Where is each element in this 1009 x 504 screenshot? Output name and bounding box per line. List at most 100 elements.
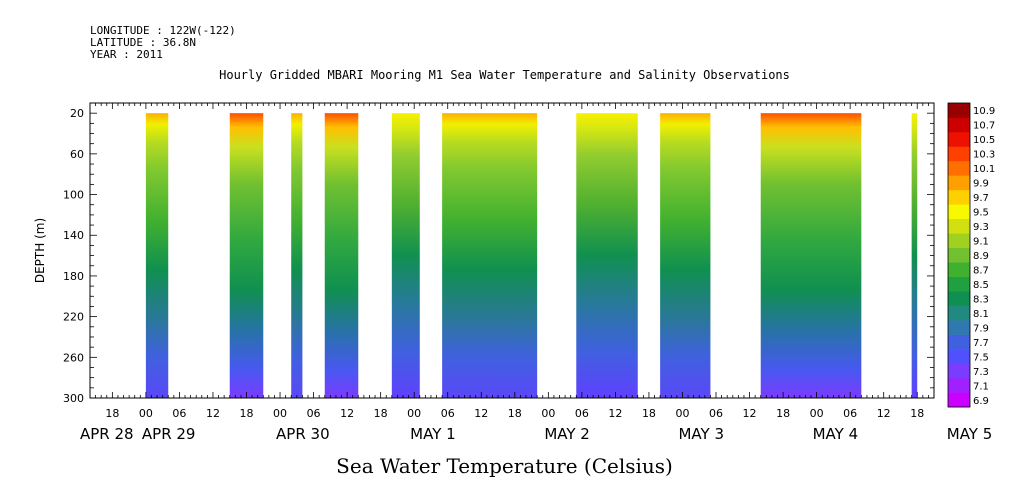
colorbar-label: 8.3: [973, 294, 989, 305]
colorbar-label: 7.1: [973, 381, 989, 392]
colorbar-swatch: [948, 131, 970, 147]
colorbar-swatch: [948, 103, 970, 118]
data-block: [229, 113, 264, 398]
x-hour-label: 12: [340, 407, 354, 420]
year-label: YEAR : 2011: [90, 48, 163, 61]
y-tick-label: 140: [63, 229, 84, 242]
colorbar-label: 10.7: [973, 121, 995, 132]
colorbar-swatch: [948, 189, 970, 205]
x-date-label: APR 28: [80, 425, 134, 443]
x-hour-label: 12: [877, 407, 891, 420]
colorbar-swatch: [948, 233, 970, 249]
x-hour-label: 18: [642, 407, 656, 420]
colorbar-label: 7.5: [973, 352, 989, 363]
x-date-label: MAY 5: [947, 425, 993, 443]
data-block: [391, 113, 420, 398]
x-hour-label: 06: [709, 407, 723, 420]
colorbar-swatch: [948, 320, 970, 335]
y-tick-label: 100: [63, 189, 84, 202]
y-axis-label: DEPTH (m): [33, 218, 47, 283]
colorbar-swatch: [948, 262, 970, 278]
x-date-label: MAY 3: [678, 425, 724, 443]
colorbar-label: 8.7: [973, 265, 989, 276]
colorbar-label: 9.7: [973, 193, 989, 204]
x-hour-label: 12: [743, 407, 757, 420]
x-hour-label: 06: [843, 407, 857, 420]
x-hour-label: 12: [608, 407, 622, 420]
colorbar-label: 9.5: [973, 208, 989, 219]
colorbar-swatch: [948, 378, 970, 393]
colorbar-label: 7.7: [973, 338, 989, 349]
longitude-label: LONGITUDE : 122W(-122): [90, 24, 236, 37]
x-hour-label: 00: [407, 407, 421, 420]
colorbar-frame: [947, 102, 971, 408]
colorbar-label: 10.5: [973, 135, 995, 146]
colorbar-label: 8.5: [973, 280, 989, 291]
colorbar-swatch: [948, 146, 970, 162]
data-block: [660, 113, 711, 398]
y-tick-label: 300: [63, 392, 84, 405]
x-date-label: MAY 1: [410, 425, 456, 443]
colorbar-swatch: [948, 305, 970, 321]
colorbar-label: 10.9: [973, 106, 995, 117]
x-hour-label: 06: [172, 407, 186, 420]
x-hour-label: 18: [240, 407, 254, 420]
data-block: [442, 113, 538, 398]
colorbar-swatch: [948, 247, 970, 263]
y-tick-label: 180: [63, 270, 84, 283]
data-block: [576, 113, 638, 398]
x-date-label: MAY 2: [544, 425, 590, 443]
data-block: [291, 113, 303, 398]
x-hour-label: 06: [307, 407, 321, 420]
data-block: [760, 113, 862, 398]
colorbar-label: 10.1: [973, 164, 995, 175]
variable-title: Sea Water Temperature (Celsius): [336, 454, 673, 478]
x-hour-label: 18: [776, 407, 790, 420]
colorbar-label: 7.3: [973, 367, 989, 378]
colorbar-label: 8.9: [973, 251, 989, 262]
x-hour-label: 18: [105, 407, 119, 420]
data-block: [324, 113, 359, 398]
colorbar-label: 9.9: [973, 179, 989, 190]
y-tick-label: 20: [70, 107, 84, 120]
plot-frame: [89, 102, 935, 399]
x-date-label: MAY 4: [813, 425, 859, 443]
colorbar-label: 10.3: [973, 150, 995, 161]
colorbar-label: 9.1: [973, 237, 989, 248]
colorbar-swatch: [948, 392, 970, 408]
y-tick-label: 220: [63, 311, 84, 324]
x-hour-label: 12: [206, 407, 220, 420]
data-block: [145, 113, 169, 398]
x-hour-label: 18: [508, 407, 522, 420]
colorbar-swatch: [948, 334, 970, 350]
x-hour-label: 06: [575, 407, 589, 420]
x-hour-label: 00: [541, 407, 555, 420]
colorbar-swatch: [948, 276, 970, 292]
colorbar-label: 8.1: [973, 309, 989, 320]
x-date-label: APR 30: [276, 425, 330, 443]
colorbar-swatch: [948, 218, 970, 234]
colorbar-swatch: [948, 363, 970, 379]
x-date-label: APR 29: [142, 425, 196, 443]
colorbar-swatch: [948, 349, 970, 364]
y-tick-label: 60: [70, 148, 84, 161]
latitude-label: LATITUDE : 36.8N: [90, 36, 196, 49]
x-hour-label: 00: [139, 407, 153, 420]
colorbar-swatch: [948, 175, 970, 191]
x-hour-label: 18: [374, 407, 388, 420]
colorbar-label: 6.9: [973, 396, 989, 407]
data-block: [911, 113, 918, 398]
x-hour-label: 00: [810, 407, 824, 420]
colorbar-swatch: [948, 291, 970, 306]
colorbar-swatch: [948, 204, 970, 220]
colorbar-label: 9.3: [973, 222, 989, 233]
x-hour-label: 12: [474, 407, 488, 420]
x-hour-label: 06: [441, 407, 455, 420]
y-tick-label: 260: [63, 351, 84, 364]
x-hour-label: 18: [910, 407, 924, 420]
x-hour-label: 00: [675, 407, 689, 420]
colorbar-swatch: [948, 117, 970, 133]
colorbar-swatch: [948, 160, 970, 176]
chart-title: Hourly Gridded MBARI Mooring M1 Sea Wate…: [219, 68, 790, 82]
